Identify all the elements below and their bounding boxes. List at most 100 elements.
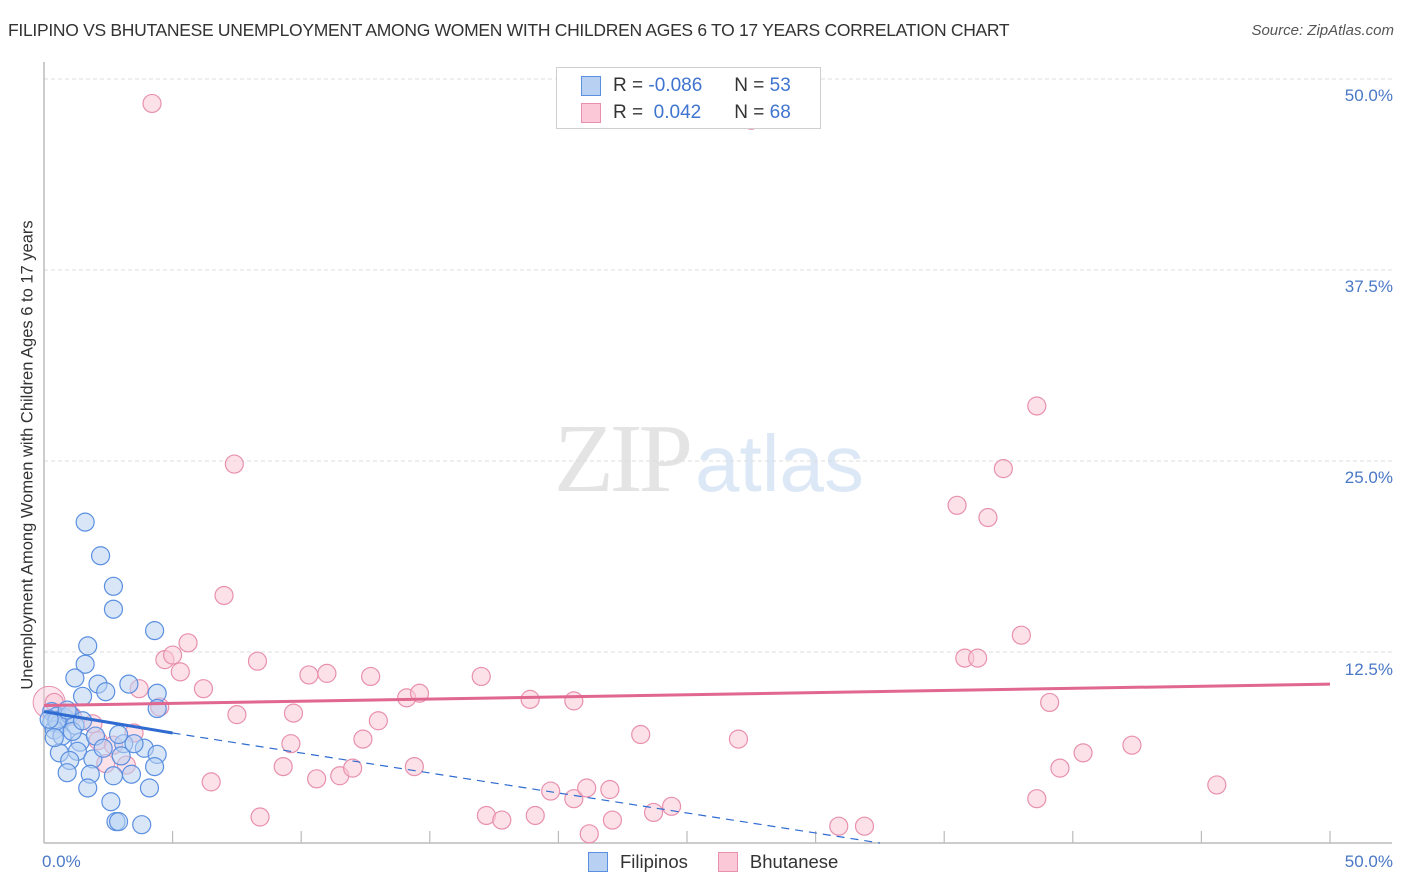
y-tick-37-5: 37.5% [1344,277,1393,296]
legend-item-filipinos[interactable]: Filipinos [588,851,688,873]
data-point [361,666,381,687]
filipinos-swatch-icon [588,852,608,872]
data-point [353,729,373,749]
y-tick-25: 25.0% [1344,468,1393,487]
legend-label-filipinos: Filipinos [620,851,688,872]
data-point [564,789,584,809]
data-point [525,805,545,826]
data-point [124,734,144,754]
data-point [144,756,165,777]
trend-lines [43,682,1331,844]
data-point [1040,692,1060,713]
data-point [250,807,270,827]
data-point [520,689,540,709]
data-point [978,507,998,528]
data-point [111,746,131,766]
data-point [368,711,388,731]
x-tick-50: 50.0% [1344,852,1393,871]
filipinos-trend-line [43,710,173,735]
data-point [273,756,293,777]
data-point [1207,775,1227,795]
data-point [57,763,77,783]
watermark-zip: ZIP [554,405,693,513]
filipinos-trend-extension [172,732,880,844]
data-point [108,812,129,832]
data-point [564,691,584,711]
data-point [78,778,98,798]
data-point [343,758,363,778]
data-point [90,546,111,566]
data-point [227,705,247,725]
data-point [471,666,491,687]
data-point [103,766,124,786]
legend-item-bhutanese[interactable]: Bhutanese [717,851,839,873]
correlation-legend: R = -0.086 N = 53 R = 0.042 N = 68 [556,67,821,129]
data-point [144,621,165,641]
legend-label-bhutanese: Bhutanese [749,851,839,872]
data-point [119,674,139,694]
data-point [103,599,124,619]
data-point [163,645,183,665]
data-point [307,769,327,789]
data-point [1011,625,1031,645]
data-point [299,665,319,685]
data-point [968,648,988,668]
data-point [579,824,599,844]
axes [43,62,1392,844]
data-point [65,668,85,688]
data-point [661,796,682,816]
data-point [854,816,875,836]
n-value: 68 [769,102,791,123]
filipinos-swatch-icon [581,76,601,96]
n-value: 53 [769,75,791,96]
gridlines [44,78,1392,653]
chart-title: FILIPINO VS BHUTANESE UNEMPLOYMENT AMONG… [8,20,1010,40]
legend-row-bhutanese: R = 0.042 N = 68 [581,100,791,126]
data-point [728,729,749,749]
r-label: R = [613,102,644,123]
data-point [178,633,198,653]
data-point [214,585,234,606]
data-point [121,764,142,784]
data-point [281,734,301,754]
r-value: 0.042 [648,102,702,123]
series-legend: Filipinos Bhutanese [588,851,868,873]
data-point [247,651,268,671]
data-point [829,816,849,836]
data-point [72,686,93,706]
r-label: R = [613,75,644,96]
source-label: Source: ZipAtlas.com [1251,22,1394,39]
data-point [317,663,337,683]
data-point [75,654,95,674]
data-point [78,636,98,656]
data-point [947,495,967,515]
bhutanese-swatch-icon [581,103,601,123]
data-point [1027,396,1047,416]
n-label: N = [734,102,765,123]
data-point [631,724,651,745]
data-point [283,703,304,723]
data-point [170,662,190,682]
data-point [96,682,116,702]
data-point [75,512,95,532]
r-value: -0.086 [648,75,703,96]
data-point [72,711,93,731]
bhutanese-trend-line [43,682,1331,707]
data-point [1050,758,1070,778]
bhutanese-swatch-icon [717,852,738,872]
data-point [993,459,1013,479]
data-point [93,738,113,758]
data-point [101,792,121,812]
data-point [492,810,512,830]
n-label: N = [734,75,765,96]
data-point [224,454,244,474]
data-point [132,815,152,835]
legend-row-filipinos: R = -0.086 N = 53 [581,73,791,99]
data-point [577,778,597,798]
data-point [643,802,664,823]
data-point [404,756,424,777]
data-point [193,679,214,699]
data-point [39,709,59,729]
data-point [541,781,561,801]
